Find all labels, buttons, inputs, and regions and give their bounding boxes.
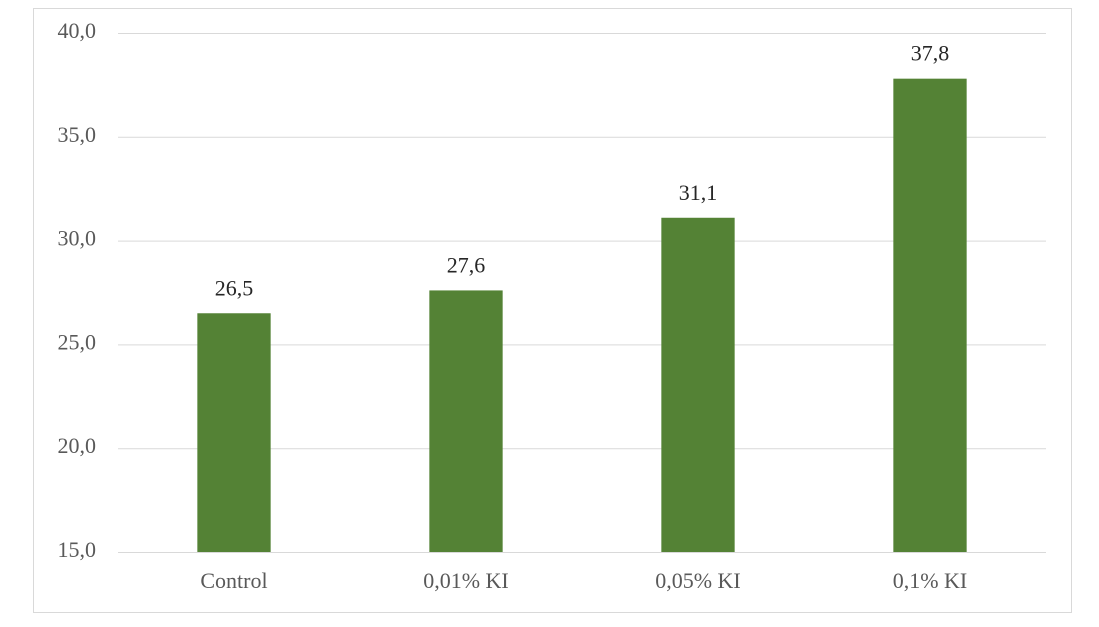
bar <box>661 217 735 552</box>
x-tick-label: 0,1% KI <box>893 568 968 593</box>
bar <box>429 290 503 552</box>
x-tick-label: Control <box>200 568 267 593</box>
y-tick-label: 20,0 <box>58 433 97 458</box>
bar <box>893 78 967 552</box>
x-tick-label: 0,01% KI <box>423 568 509 593</box>
y-tick-label: 35,0 <box>58 122 97 147</box>
bar <box>197 313 271 552</box>
y-tick-label: 25,0 <box>58 329 97 354</box>
value-label: 31,1 <box>679 180 718 205</box>
value-label: 37,8 <box>911 41 950 66</box>
y-tick-label: 40,0 <box>58 18 97 43</box>
value-label: 27,6 <box>447 252 486 277</box>
y-tick-label: 15,0 <box>58 537 97 562</box>
value-label: 26,5 <box>215 275 254 300</box>
y-tick-label: 30,0 <box>58 226 97 251</box>
x-tick-label: 0,05% KI <box>655 568 741 593</box>
